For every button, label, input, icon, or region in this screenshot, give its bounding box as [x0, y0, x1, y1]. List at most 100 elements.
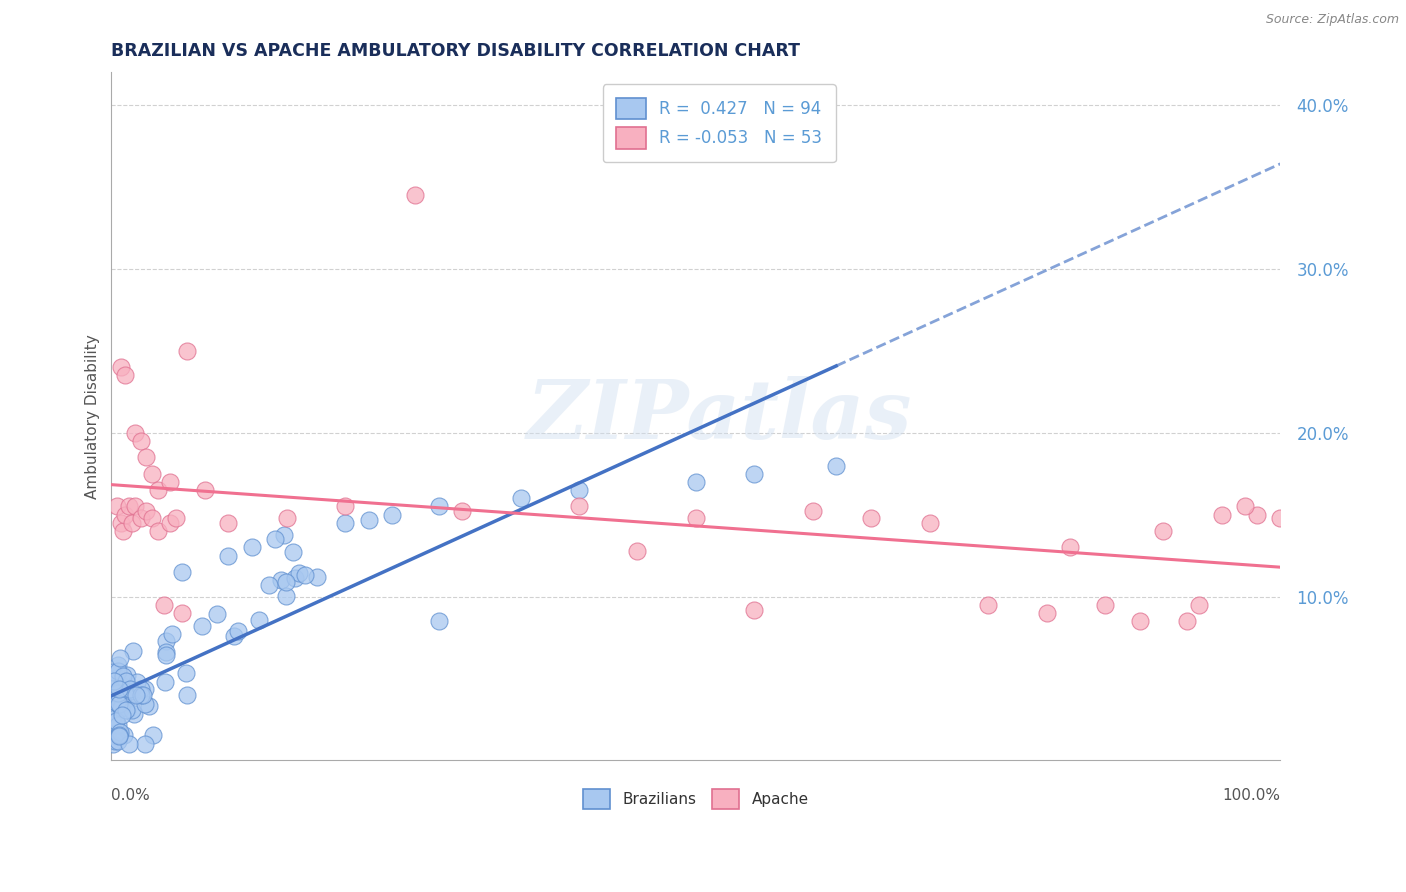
- Point: [264, 533, 287, 547]
- Point: [107, 734, 129, 748]
- Point: [112, 524, 135, 538]
- Point: [170, 565, 193, 579]
- Point: [110, 699, 132, 714]
- Point: [121, 703, 143, 717]
- Point: [112, 668, 135, 682]
- Point: [114, 703, 136, 717]
- Point: [404, 188, 426, 202]
- Point: [110, 516, 132, 530]
- Point: [104, 685, 127, 699]
- Point: [160, 627, 183, 641]
- Point: [103, 673, 125, 688]
- Point: [107, 665, 129, 679]
- Point: [104, 671, 127, 685]
- Point: [165, 511, 187, 525]
- Point: [101, 737, 124, 751]
- Point: [146, 524, 169, 538]
- Point: [207, 607, 229, 621]
- Text: ZIPatlas: ZIPatlas: [526, 376, 912, 457]
- Point: [568, 500, 591, 514]
- Point: [129, 434, 152, 448]
- Point: [274, 575, 297, 590]
- Point: [247, 613, 270, 627]
- Point: [134, 737, 156, 751]
- Point: [108, 698, 131, 712]
- Point: [217, 516, 239, 530]
- Point: [155, 645, 177, 659]
- Point: [135, 504, 157, 518]
- Point: [104, 714, 127, 728]
- Point: [121, 644, 143, 658]
- Point: [118, 737, 141, 751]
- Point: [108, 651, 131, 665]
- Point: [108, 694, 131, 708]
- Point: [155, 634, 177, 648]
- Point: [357, 513, 380, 527]
- Point: [101, 709, 124, 723]
- Point: [335, 516, 357, 530]
- Point: [118, 690, 141, 704]
- Point: [110, 360, 132, 375]
- Point: [174, 665, 197, 680]
- Point: [170, 606, 193, 620]
- Point: [281, 545, 304, 559]
- Point: [103, 665, 125, 680]
- Point: [191, 619, 214, 633]
- Point: [294, 568, 316, 582]
- Point: [217, 549, 239, 563]
- Point: [427, 500, 450, 514]
- Point: [117, 703, 139, 717]
- Point: [744, 603, 766, 617]
- Point: [153, 598, 176, 612]
- Point: [1035, 606, 1057, 620]
- Point: [121, 516, 143, 530]
- Point: [101, 698, 124, 713]
- Text: BRAZILIAN VS APACHE AMBULATORY DISABILITY CORRELATION CHART: BRAZILIAN VS APACHE AMBULATORY DISABILIT…: [111, 42, 800, 60]
- Point: [108, 681, 131, 696]
- Point: [153, 675, 176, 690]
- Point: [1152, 524, 1174, 538]
- Point: [138, 699, 160, 714]
- Point: [307, 569, 329, 583]
- Point: [108, 727, 131, 741]
- Point: [108, 725, 131, 739]
- Point: [105, 729, 128, 743]
- Point: [159, 475, 181, 489]
- Point: [860, 511, 883, 525]
- Point: [134, 698, 156, 712]
- Point: [685, 511, 707, 525]
- Point: [141, 511, 163, 525]
- Point: [427, 614, 450, 628]
- Point: [108, 728, 131, 742]
- Point: [1187, 598, 1209, 612]
- Point: [142, 728, 165, 742]
- Point: [120, 684, 142, 698]
- Point: [111, 708, 134, 723]
- Point: [825, 458, 848, 473]
- Point: [1234, 500, 1257, 514]
- Point: [114, 368, 136, 383]
- Point: [1094, 598, 1116, 612]
- Point: [685, 475, 707, 489]
- Point: [509, 491, 531, 506]
- Point: [1270, 511, 1292, 525]
- Point: [240, 541, 263, 555]
- Point: [284, 571, 307, 585]
- Point: [568, 483, 591, 497]
- Point: [124, 425, 146, 440]
- Point: [259, 577, 281, 591]
- Point: [107, 658, 129, 673]
- Point: [801, 504, 824, 518]
- Point: [274, 589, 297, 603]
- Point: [104, 733, 127, 747]
- Point: [122, 706, 145, 721]
- Point: [125, 688, 148, 702]
- Point: [276, 511, 298, 525]
- Point: [141, 467, 163, 481]
- Point: [977, 598, 1000, 612]
- Point: [194, 483, 217, 497]
- Point: [112, 728, 135, 742]
- Point: [626, 543, 648, 558]
- Point: [107, 718, 129, 732]
- Point: [224, 629, 246, 643]
